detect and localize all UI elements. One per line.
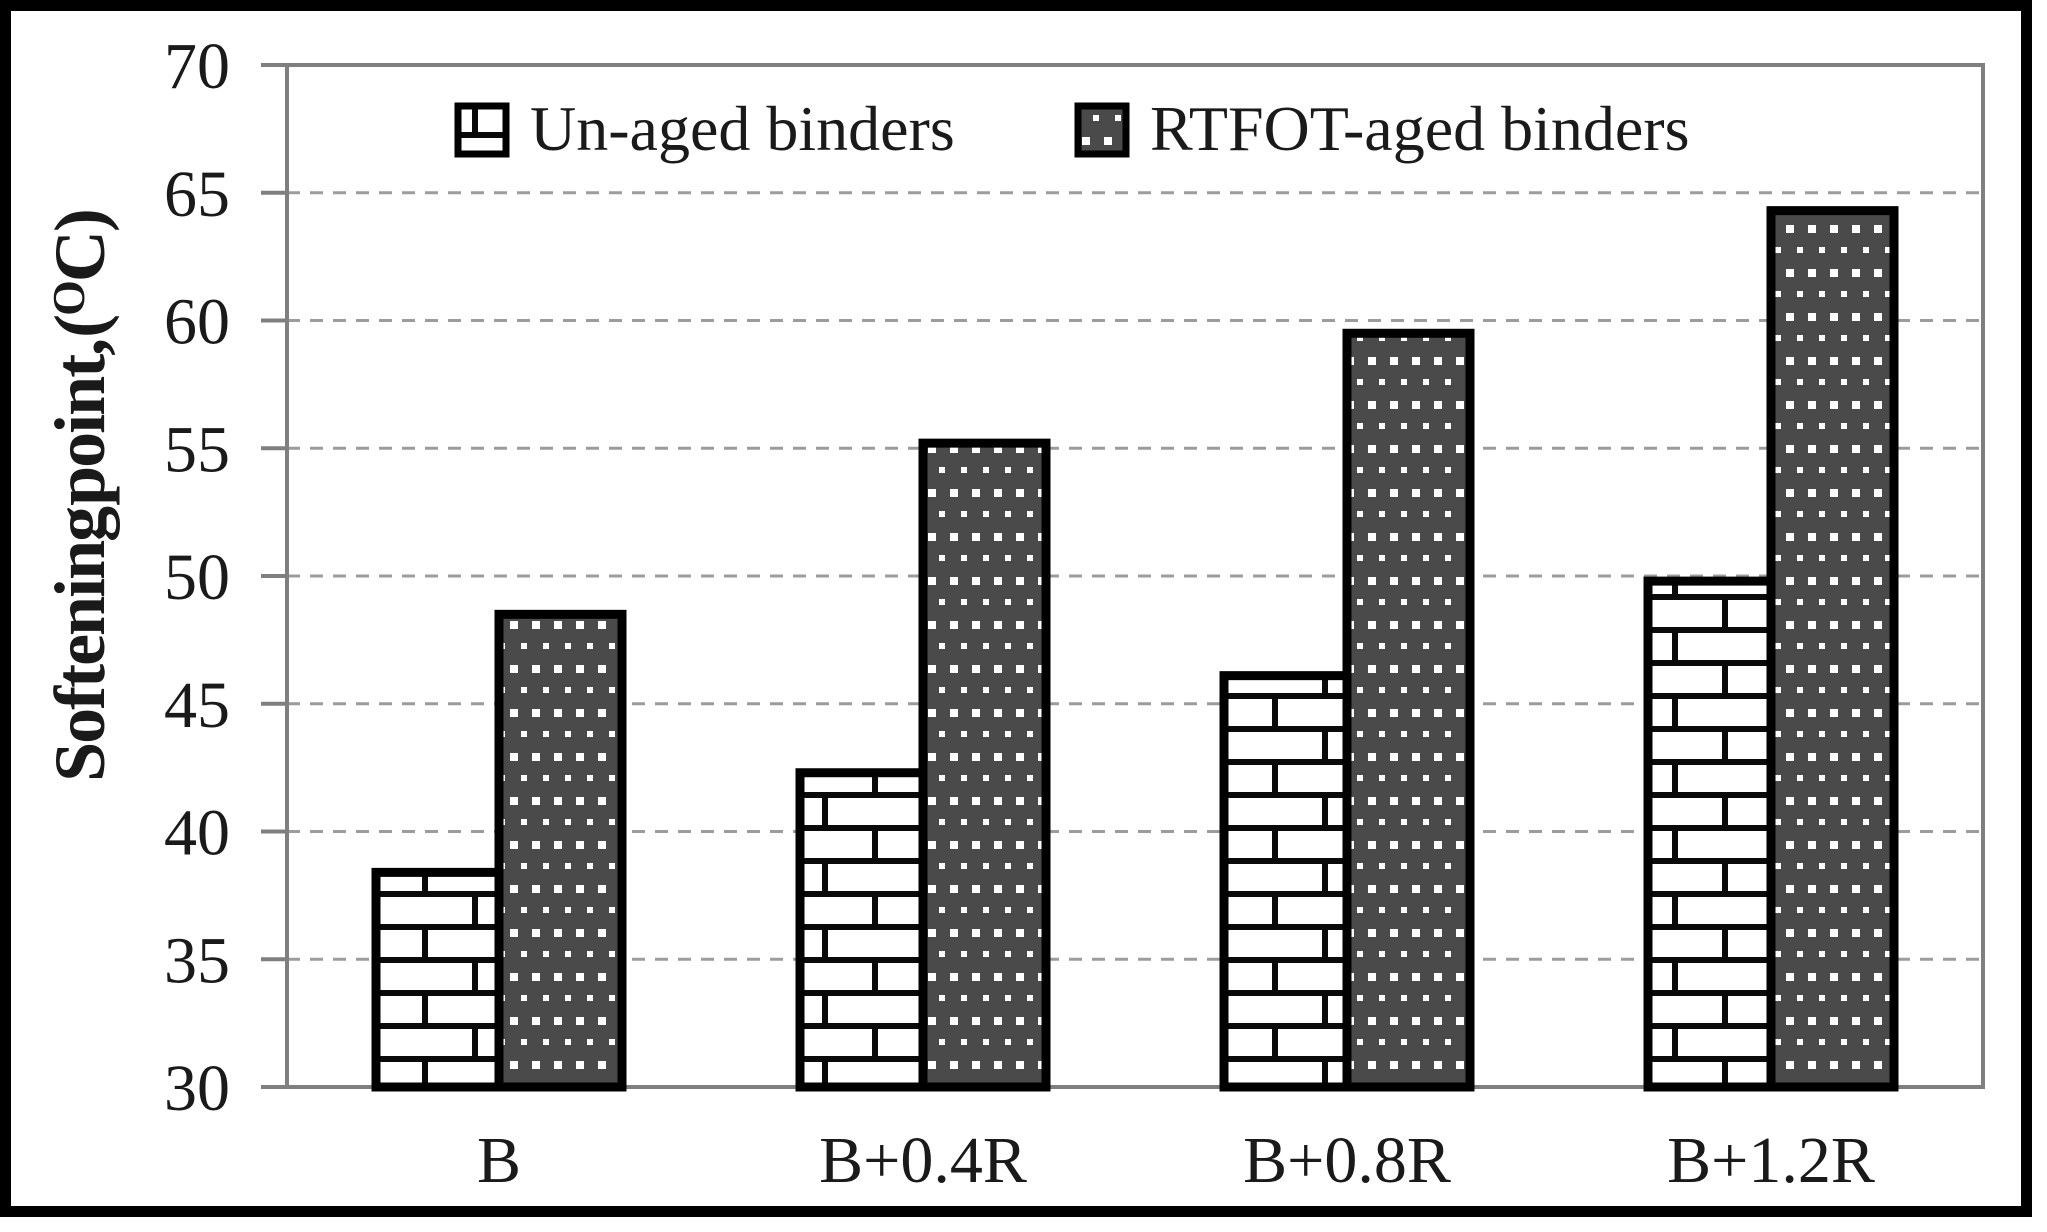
x-category-label: B+1.2R [1667,1124,1875,1197]
legend-label-rtfot: RTFOT-aged binders [1150,93,1690,164]
y-axis-title: Softening point, (OC) [40,210,120,782]
x-category-label: B+0.4R [819,1124,1027,1197]
x-category-label: B+0.8R [1243,1124,1451,1197]
y-axis-title-superscript: O [43,282,94,316]
bar-unaged-B+0.8R [1219,671,1352,1092]
bar-unaged-B+1.2R [1643,576,1776,1092]
bar-rtfot-B [494,609,627,1092]
y-axis-title-prefix: Softening point, ( [40,316,120,782]
legend-label-unaged: Un-aged binders [530,93,955,164]
y-tick-label: 60 [164,286,230,359]
bar-rtfot-B+0.4R [918,438,1051,1092]
y-tick-label: 45 [164,669,230,742]
legend-swatch-unaged [454,102,510,158]
y-tick-label: 50 [164,541,230,614]
legend-swatch-rtfot [1074,102,1130,158]
y-tick-label: 30 [164,1052,230,1125]
y-tick-label: 40 [164,797,230,870]
y-tick-label: 65 [164,158,230,231]
bar-unaged-B [371,867,504,1092]
x-category-label: B [477,1124,521,1197]
y-tick-label: 70 [164,30,230,103]
y-tick-label: 35 [164,924,230,997]
y-tick-label: 55 [164,413,230,486]
y-axis-title-suffix: C) [40,210,120,282]
bar-rtfot-B+0.8R [1342,328,1475,1092]
bar-unaged-B+0.4R [795,768,928,1092]
bar-rtfot-B+1.2R [1766,206,1899,1092]
